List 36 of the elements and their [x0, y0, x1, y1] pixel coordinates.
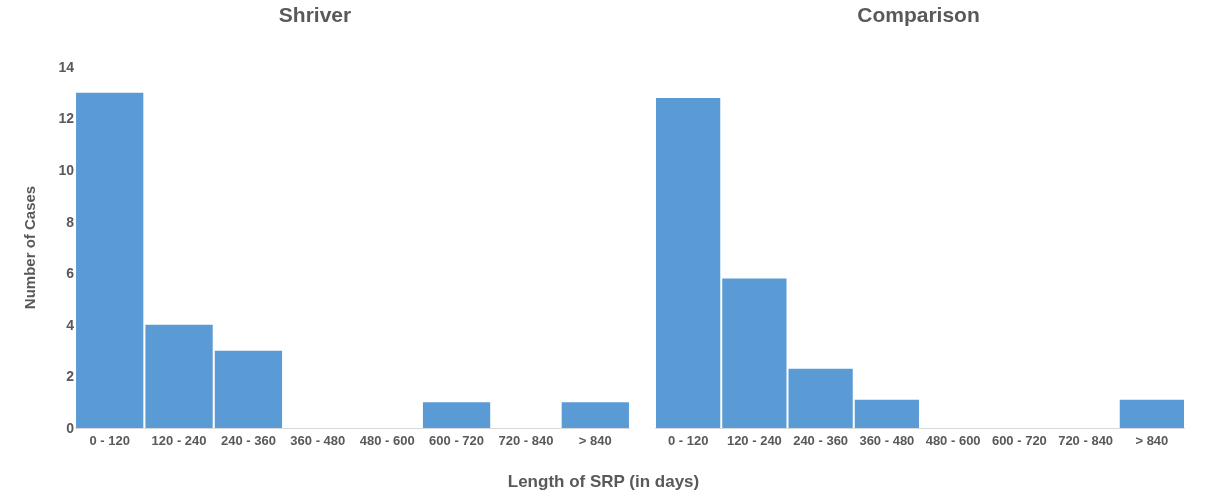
- y-tick-label: 12: [58, 110, 75, 127]
- x-tick-label: 720 - 840: [1058, 432, 1114, 448]
- bar: [76, 92, 144, 428]
- chart-title: Shriver: [278, 2, 352, 26]
- y-tick-label: 6: [66, 265, 75, 282]
- x-tick-label: 120 - 240: [726, 432, 782, 448]
- x-tick-label: 720 - 840: [498, 432, 554, 448]
- x-axis-title: Length of SRP (in days): [506, 472, 701, 492]
- x-tick-label: 120 - 240: [151, 432, 207, 448]
- y-tick-label: 14: [58, 58, 75, 75]
- y-tick-label: 4: [66, 316, 75, 333]
- x-tick-label: 360 - 480: [859, 432, 915, 448]
- bar: [422, 402, 491, 428]
- x-tick-label: 0 - 120: [667, 432, 709, 448]
- y-tick-label: 10: [58, 162, 75, 179]
- y-tick-label: 0: [66, 419, 75, 436]
- chart-title: Comparison: [857, 2, 980, 26]
- bar: [655, 97, 721, 428]
- bar: [854, 399, 920, 428]
- bar: [145, 324, 213, 428]
- x-tick-label: 480 - 600: [359, 432, 415, 448]
- x-tick-label: > 840: [578, 432, 612, 448]
- x-tick-label: 480 - 600: [925, 432, 981, 448]
- y-tick-label: 2: [66, 368, 75, 385]
- bar: [214, 350, 283, 428]
- x-tick-label: 240 - 360: [793, 432, 849, 448]
- x-tick-label: 240 - 360: [220, 432, 276, 448]
- x-tick-label: 600 - 720: [429, 432, 485, 448]
- x-tick-label: > 840: [1135, 432, 1169, 448]
- x-tick-label: 0 - 120: [89, 432, 130, 448]
- y-axis-title: Number of Cases: [21, 185, 38, 310]
- x-tick-label: 600 - 720: [991, 432, 1047, 448]
- y-tick-label: 8: [66, 213, 75, 230]
- bar: [561, 402, 629, 428]
- x-tick-label: 360 - 480: [290, 432, 346, 448]
- bar: [1119, 399, 1185, 428]
